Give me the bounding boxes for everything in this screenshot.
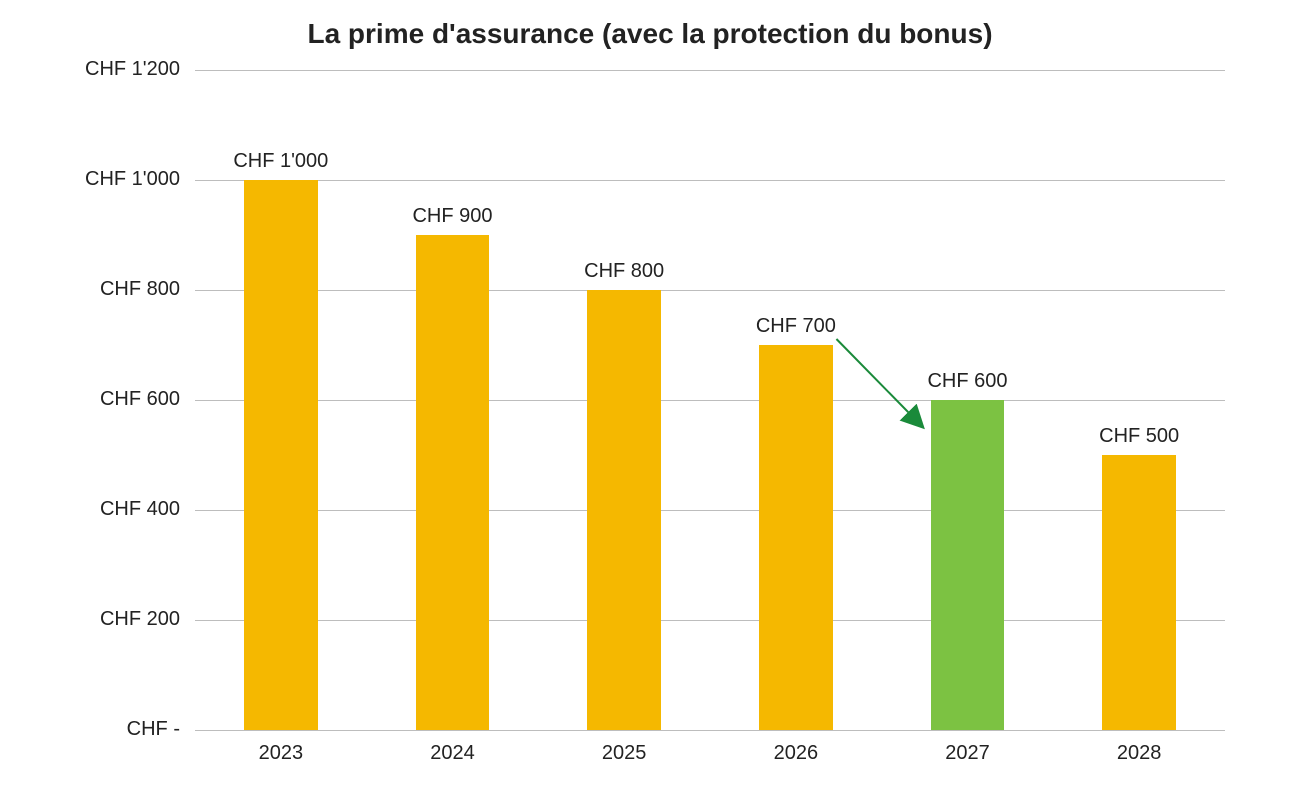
x-axis-tick-label: 2026: [736, 742, 856, 765]
chart-container: La prime d'assurance (avec la protection…: [0, 0, 1300, 800]
plot-area: CHF -CHF 200CHF 400CHF 600CHF 800CHF 1'0…: [195, 70, 1225, 730]
x-axis-tick-label: 2028: [1079, 742, 1199, 765]
y-axis-tick-label: CHF -: [5, 718, 180, 741]
x-axis-tick-label: 2027: [908, 742, 1028, 765]
trend-arrow-icon: [195, 70, 1225, 730]
y-axis-tick-label: CHF 800: [5, 278, 180, 301]
y-axis-tick-label: CHF 200: [5, 608, 180, 631]
x-axis-tick-label: 2024: [393, 742, 513, 765]
y-axis-tick-label: CHF 600: [5, 388, 180, 411]
chart-title: La prime d'assurance (avec la protection…: [0, 18, 1300, 50]
y-axis-tick-label: CHF 1'200: [5, 58, 180, 81]
x-axis-tick-label: 2023: [221, 742, 341, 765]
y-axis-tick-label: CHF 400: [5, 498, 180, 521]
gridline: [195, 730, 1225, 731]
x-axis-tick-label: 2025: [564, 742, 684, 765]
y-axis-tick-label: CHF 1'000: [5, 168, 180, 191]
